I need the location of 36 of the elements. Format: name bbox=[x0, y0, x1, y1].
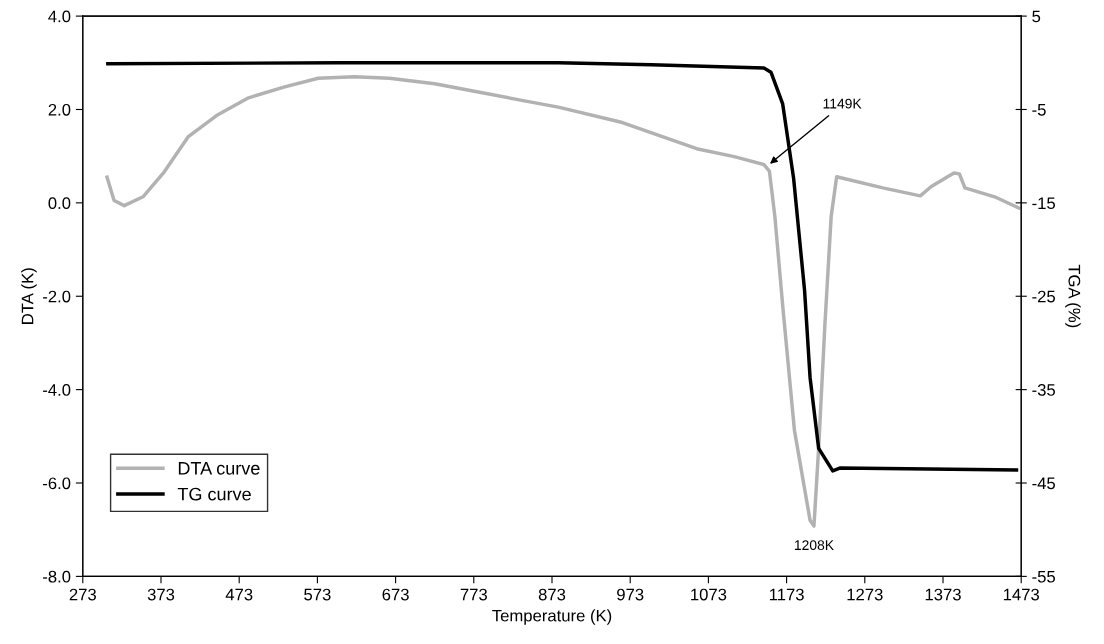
x-tick-label: 1373 bbox=[925, 588, 961, 601]
y2-tick-label: -35 bbox=[1032, 384, 1056, 396]
x-tick-label: 373 bbox=[147, 588, 175, 601]
x-tick-label: 273 bbox=[69, 588, 96, 601]
legend-label: TG curve bbox=[177, 487, 251, 501]
y2-tick-label: -15 bbox=[1032, 197, 1056, 210]
annotation: 1208K bbox=[794, 540, 834, 551]
x-tick-label: 1273 bbox=[847, 588, 883, 601]
y2-axis-title: TGA (%) bbox=[1065, 264, 1081, 328]
x-tick-label: 1173 bbox=[769, 588, 804, 601]
annotation: 1149K bbox=[823, 98, 862, 109]
x-tick-label: 873 bbox=[538, 588, 566, 601]
line-series bbox=[105, 75, 1021, 528]
y-tick-label: 0.0 bbox=[48, 197, 71, 210]
y2-tick-label: -5 bbox=[1032, 104, 1046, 116]
x-tick-label: 1073 bbox=[691, 588, 727, 601]
x-tick-label: 973 bbox=[617, 588, 644, 601]
y-tick-label: 4.0 bbox=[48, 10, 71, 23]
y2-tick-label: 5 bbox=[1032, 10, 1041, 23]
y2-tick-label: -55 bbox=[1032, 570, 1056, 583]
x-tick-label: 473 bbox=[225, 588, 253, 601]
line-series bbox=[106, 61, 1019, 473]
x-tick-label: 1473 bbox=[1003, 588, 1040, 601]
x-tick-label: 573 bbox=[304, 588, 331, 601]
y-tick-label: -6.0 bbox=[43, 477, 71, 490]
x-axis-title: Temperature (K) bbox=[492, 609, 612, 625]
y2-tick-label: -45 bbox=[1032, 477, 1056, 490]
x-tick-label: 673 bbox=[382, 588, 409, 601]
y-tick-label: -8.0 bbox=[43, 570, 71, 583]
y2-tick-label: -25 bbox=[1032, 290, 1056, 303]
x-tick-label: 773 bbox=[460, 588, 487, 601]
legend-label: DTA curve bbox=[178, 462, 260, 475]
y-tick-label: -4.0 bbox=[43, 384, 71, 396]
y-axis-title: DTA (K) bbox=[21, 268, 37, 324]
y-tick-label: -2.0 bbox=[43, 290, 71, 303]
y-tick-label: 2.0 bbox=[48, 103, 71, 116]
